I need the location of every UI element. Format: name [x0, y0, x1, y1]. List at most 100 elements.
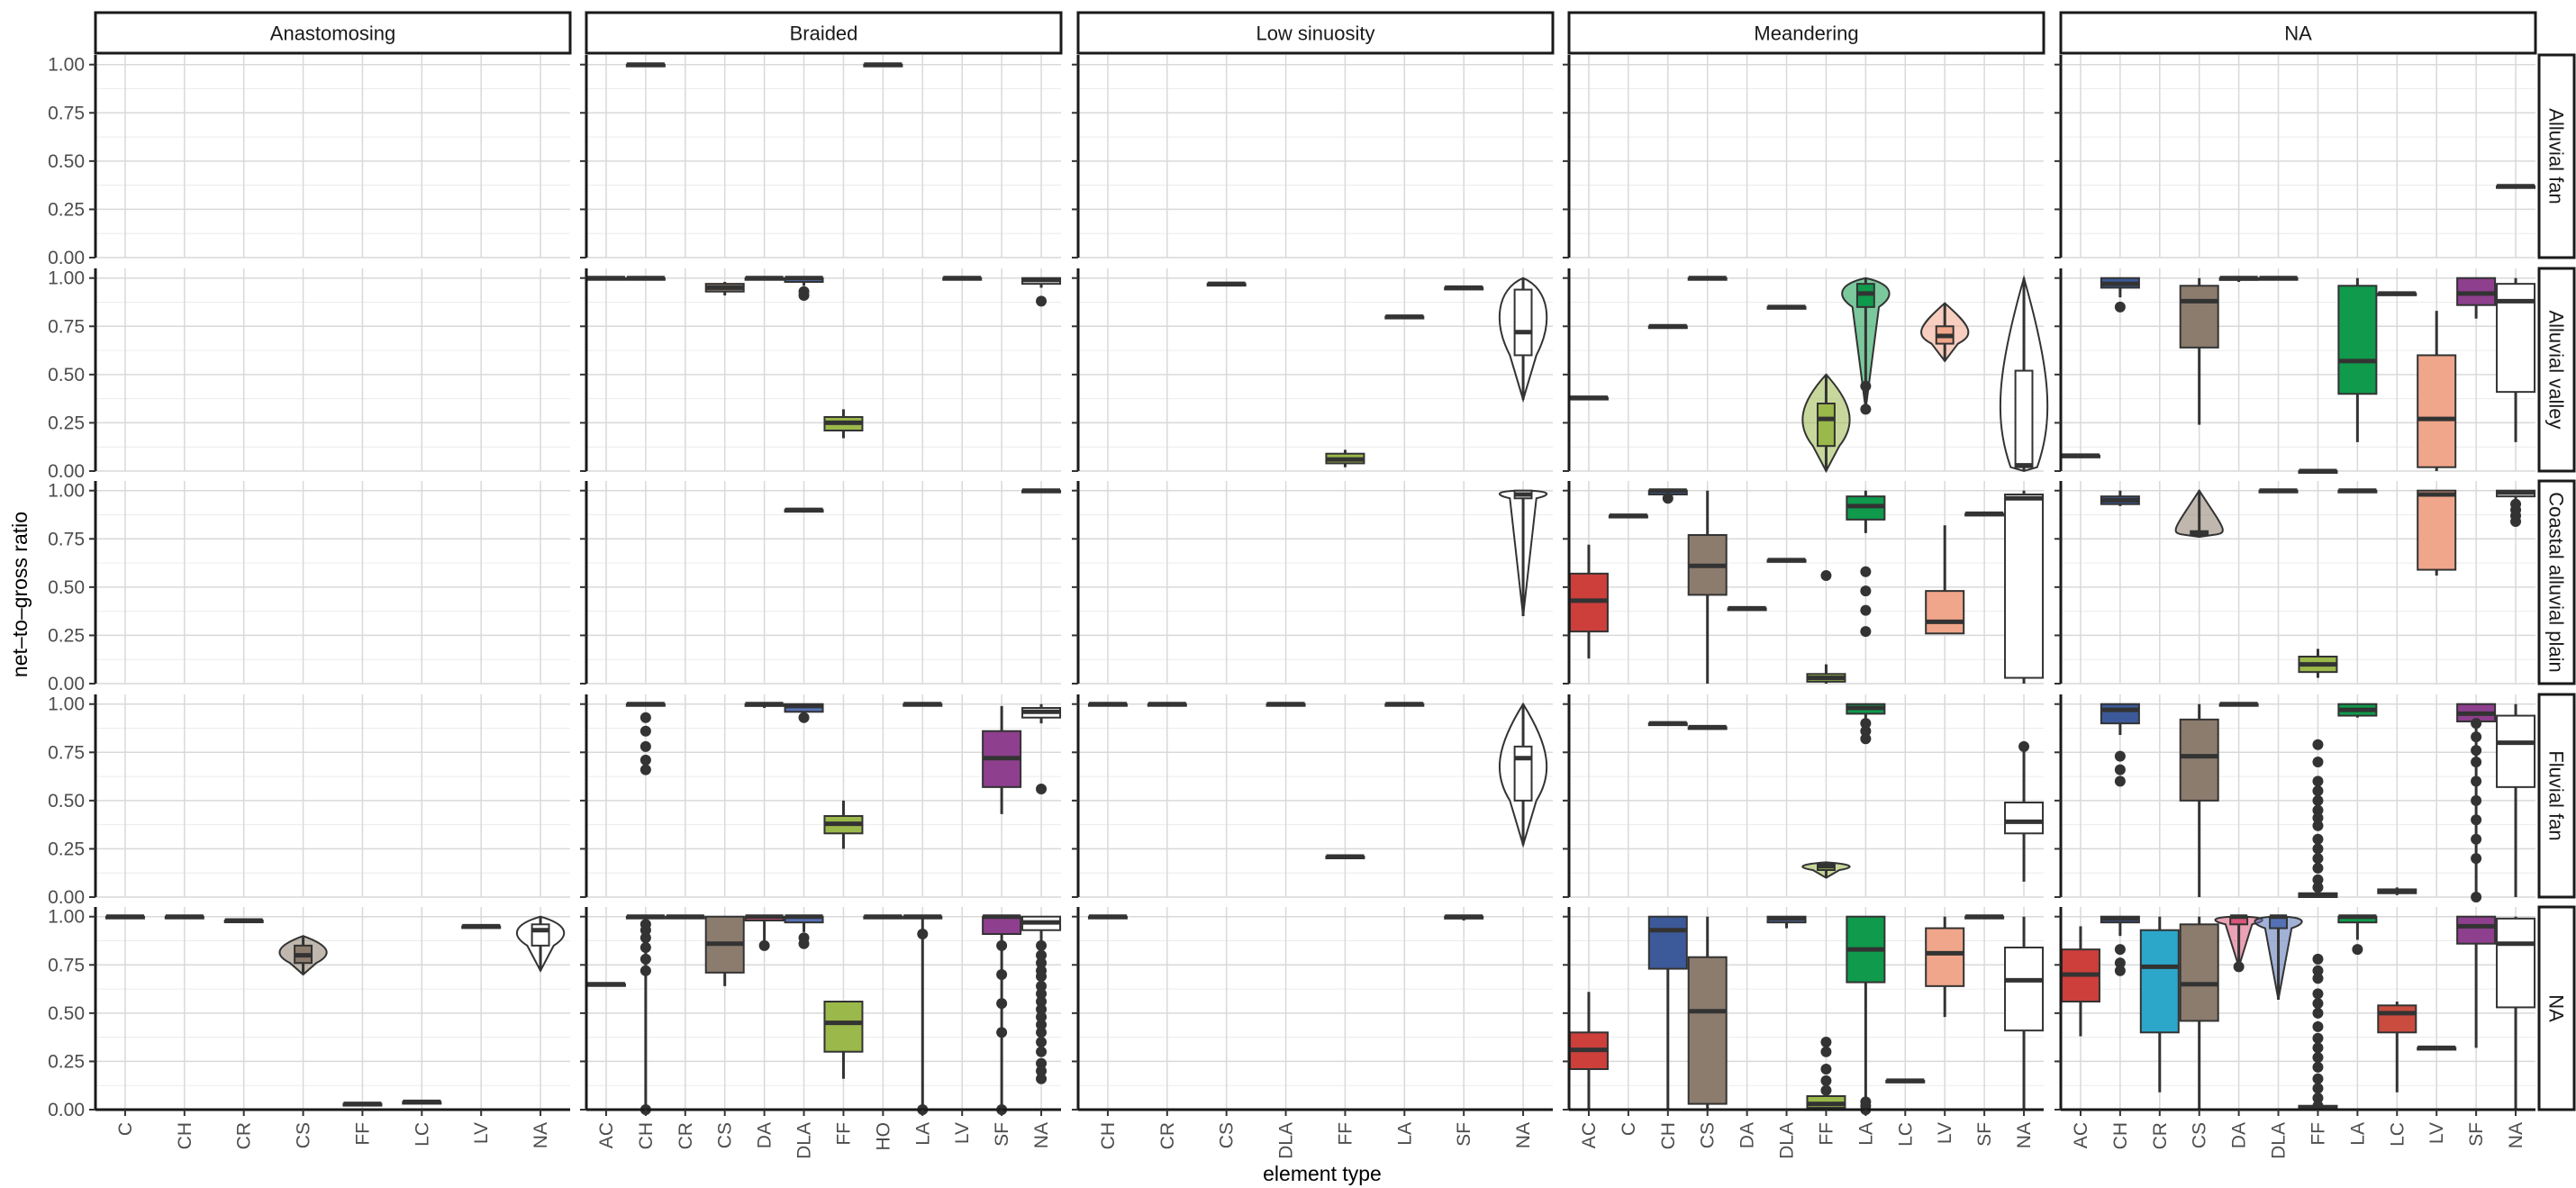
x-tick-label: LV	[471, 1122, 492, 1144]
box	[2456, 915, 2497, 945]
column-strip-label: Meandering	[1754, 23, 1858, 45]
panel-background	[2061, 55, 2535, 258]
outlier-point	[2114, 775, 2126, 787]
outlier-point	[996, 969, 1008, 980]
y-tick-label: 0.75	[48, 316, 85, 337]
y-tick-label: 0.75	[48, 955, 85, 975]
x-tick-label: FF	[1335, 1122, 1356, 1146]
x-tick-label: CH	[175, 1122, 195, 1149]
outlier-point	[1662, 493, 1673, 504]
x-tick-label: LV	[2426, 1122, 2447, 1144]
box	[2496, 917, 2536, 1009]
outlier-point	[2352, 944, 2363, 956]
outlier-point	[1860, 566, 1872, 577]
y-tick-label: 0.50	[48, 151, 85, 172]
row-strip	[2537, 53, 2576, 259]
x-tick-label: AC	[1579, 1122, 1600, 1148]
y-tick-label: 1.00	[48, 55, 85, 76]
x-tick-label: DLA	[2269, 1122, 2290, 1159]
outlier-point	[2312, 843, 2324, 855]
y-axis-title: net–to–gross ratio	[8, 512, 32, 677]
x-tick-label: NA	[2014, 1122, 2035, 1148]
outlier-point	[2471, 718, 2482, 730]
x-tick-label: FF	[833, 1122, 854, 1146]
x-tick-label: DLA	[1777, 1122, 1798, 1159]
panel-background	[1078, 907, 1553, 1110]
outlier-point	[2312, 1073, 2324, 1084]
outlier-point	[2114, 965, 2126, 976]
panel-background	[1078, 694, 1553, 897]
outlier-point	[758, 939, 770, 951]
row-strip	[2537, 693, 2576, 899]
y-tick-label: 0.25	[48, 839, 85, 859]
outlier-point	[1860, 626, 1872, 638]
outlier-point	[2471, 833, 2482, 845]
x-tick-label: CS	[1217, 1122, 1238, 1148]
box	[1925, 927, 1965, 987]
outlier-point	[2471, 794, 2482, 806]
box	[531, 923, 550, 947]
x-tick-label: CH	[1658, 1122, 1679, 1149]
box	[2337, 285, 2378, 395]
x-tick-label: DLA	[794, 1122, 815, 1159]
outlier-point	[996, 1027, 1008, 1038]
x-tick-label: C	[1619, 1122, 1639, 1136]
x-tick-label: DA	[2229, 1122, 2250, 1148]
box	[2004, 947, 2045, 1032]
y-tick-label: 1.00	[48, 694, 85, 715]
outlier-point	[1820, 1084, 1832, 1096]
x-tick-label: AC	[2071, 1122, 2091, 1148]
box	[2004, 802, 2045, 835]
box	[1513, 745, 1533, 802]
x-tick-label: CS	[2190, 1122, 2210, 1148]
x-tick-label: C	[115, 1122, 136, 1136]
outlier-point	[1036, 1019, 1048, 1030]
y-tick-label: 1.00	[48, 268, 85, 289]
x-tick-label: CH	[636, 1122, 657, 1149]
outlier-point	[2312, 1032, 2324, 1044]
box	[982, 915, 1022, 936]
outlier-point	[2312, 757, 2324, 767]
x-tick-label: SF	[2466, 1122, 2487, 1147]
x-tick-label: SF	[1454, 1122, 1474, 1147]
row-strip-label: Alluvial valley	[2545, 310, 2568, 429]
x-tick-label: DA	[1737, 1122, 1758, 1148]
panel-background	[1569, 268, 2044, 471]
x-tick-label: AC	[596, 1122, 617, 1148]
outlier-point	[1860, 604, 1872, 616]
outlier-point	[1820, 1046, 1832, 1057]
outlier-point	[917, 929, 929, 939]
column-strip	[2059, 11, 2537, 55]
y-tick-label: 0.50	[48, 1003, 85, 1024]
outlier-point	[1036, 1011, 1048, 1023]
box	[2496, 714, 2536, 788]
outlier-point	[2312, 1052, 2324, 1064]
outlier-point	[2312, 965, 2324, 976]
y-tick-label: 0.75	[48, 103, 85, 123]
outlier-point	[2312, 1020, 2324, 1032]
outlier-point	[639, 965, 651, 976]
y-tick-label: 0.00	[48, 248, 85, 268]
outlier-point	[2114, 764, 2126, 775]
outlier-point	[639, 754, 651, 766]
outlier-point	[2471, 745, 2482, 757]
data-marks	[104, 62, 2536, 1115]
box	[2179, 285, 2219, 349]
outlier-point	[1036, 988, 1048, 1000]
x-tick-label: NA	[531, 1122, 551, 1148]
outlier-point	[2510, 516, 2522, 527]
x-tick-label: SF	[992, 1122, 1012, 1147]
box	[1647, 915, 1688, 970]
x-tick-label: FF	[352, 1122, 373, 1146]
outlier-point	[2312, 1083, 2324, 1094]
box	[2139, 929, 2180, 1034]
column-strip-label: Low sinuosity	[1256, 23, 1374, 45]
outlier-point	[1036, 1046, 1048, 1057]
outlier-point	[1860, 404, 1872, 415]
panel-background	[1078, 481, 1553, 684]
x-tick-label: CS	[715, 1122, 736, 1148]
column-strip	[1076, 11, 1555, 55]
x-tick-label: LV	[952, 1122, 973, 1144]
outlier-point	[2018, 740, 2030, 752]
